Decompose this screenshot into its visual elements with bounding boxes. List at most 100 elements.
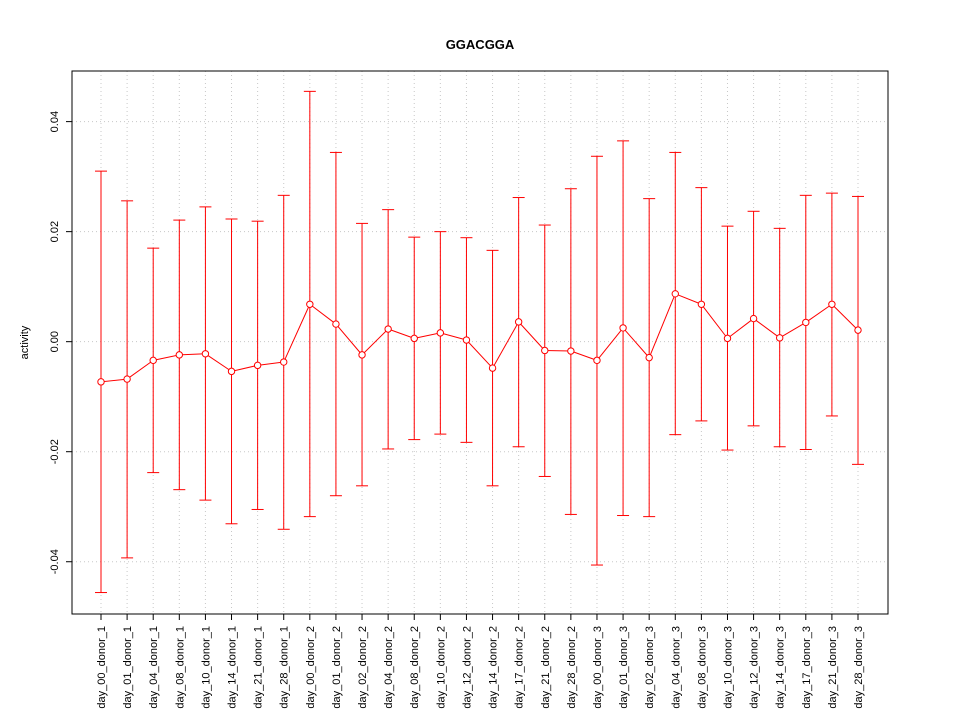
data-point xyxy=(436,329,445,337)
series-segment xyxy=(126,359,154,380)
series-segment xyxy=(700,303,728,339)
x-tick-label: day_28_donor_3 xyxy=(853,626,865,709)
x-tick-label: day_10_donor_2 xyxy=(435,626,447,709)
x-tick-label: day_04_donor_1 xyxy=(148,626,160,709)
data-point xyxy=(671,290,679,298)
x-tick-label: day_02_donor_3 xyxy=(644,626,656,709)
series-segment xyxy=(361,328,389,356)
data-point xyxy=(541,346,549,355)
series-segment xyxy=(309,303,337,325)
data-point xyxy=(253,361,262,370)
x-axis: day_00_donor_1 day_01_donor_1 day_04_donor… xyxy=(96,614,865,709)
data-point xyxy=(306,300,314,308)
data-point xyxy=(280,358,288,366)
x-tick-label: day_08_donor_1 xyxy=(174,626,186,709)
data-point xyxy=(201,350,210,358)
y-tick-label: -0.04 xyxy=(49,549,61,574)
x-tick-label: day_01_donor_3 xyxy=(618,626,630,709)
y-tick-label: -0.02 xyxy=(49,439,61,464)
series-segment xyxy=(544,349,571,352)
series-segment xyxy=(492,321,520,369)
y-axis-label: activity xyxy=(19,325,31,359)
data-point xyxy=(227,367,236,376)
y-tick-label: 0.02 xyxy=(49,221,61,242)
data-point xyxy=(514,318,523,326)
series-segment xyxy=(387,328,415,339)
data-point xyxy=(358,351,366,359)
series-segment xyxy=(153,354,180,361)
series-segment xyxy=(466,339,493,369)
series-segment xyxy=(179,353,206,356)
x-tick-label: day_17_donor_3 xyxy=(801,626,813,709)
x-tick-label: day_00_donor_3 xyxy=(592,626,604,709)
x-tick-label: day_14_donor_2 xyxy=(488,626,500,709)
data-point xyxy=(175,351,184,359)
series-segment xyxy=(335,323,363,356)
data-point xyxy=(802,318,810,327)
data-point xyxy=(775,334,784,342)
x-tick-label: day_01_donor_1 xyxy=(122,626,134,709)
series-activity xyxy=(95,90,864,594)
data-point xyxy=(619,324,627,332)
x-tick-label: day_04_donor_3 xyxy=(670,626,682,709)
series-segment xyxy=(779,321,807,339)
data-point xyxy=(749,314,758,323)
series-segment xyxy=(831,303,859,331)
x-tick-label: day_21_donor_3 xyxy=(827,626,839,709)
series-segment xyxy=(570,350,598,361)
data-point xyxy=(410,334,418,343)
x-tick-label: day_12_donor_2 xyxy=(461,626,473,709)
x-tick-label: day_12_donor_3 xyxy=(749,626,761,709)
series-segment xyxy=(518,321,546,351)
x-tick-label: day_02_donor_2 xyxy=(357,626,369,709)
data-point xyxy=(854,326,862,334)
series-segment xyxy=(414,332,441,339)
data-point xyxy=(645,353,653,362)
series-segment xyxy=(596,327,624,361)
series-segment xyxy=(283,304,311,363)
y-tick-label: 0.04 xyxy=(49,111,61,132)
x-tick-label: day_21_donor_1 xyxy=(253,626,265,709)
plot-frame xyxy=(71,70,889,615)
y-axis: -0.04 -0.02 0.00 0.02 0.04 xyxy=(49,111,72,574)
data-point xyxy=(723,334,732,343)
series-segment xyxy=(648,293,676,358)
data-point xyxy=(828,300,836,308)
x-tick-label: day_14_donor_3 xyxy=(775,626,787,709)
series-segment xyxy=(100,378,128,383)
series-segment xyxy=(257,361,284,366)
data-point xyxy=(488,364,497,372)
data-point xyxy=(567,347,575,355)
x-tick-label: day_10_donor_3 xyxy=(722,626,734,709)
series-segment xyxy=(622,327,650,358)
data-point xyxy=(97,378,105,386)
x-tick-label: day_28_donor_2 xyxy=(566,626,578,709)
x-tick-label: day_28_donor_1 xyxy=(279,626,291,709)
x-tick-label: day_00_donor_2 xyxy=(305,626,317,709)
x-tick-label: day_01_donor_2 xyxy=(331,626,343,709)
series-segment xyxy=(753,318,780,339)
series-segment xyxy=(440,332,467,341)
series-segment xyxy=(205,353,232,372)
data-point xyxy=(123,375,131,383)
data-point xyxy=(462,336,471,344)
series-segment xyxy=(727,318,754,339)
chart-title: GGACGGA xyxy=(446,37,515,52)
x-tick-label: day_17_donor_2 xyxy=(514,626,526,709)
x-tick-label: day_04_donor_2 xyxy=(383,626,395,709)
data-point xyxy=(149,356,157,365)
series-segment xyxy=(805,303,833,323)
series-segment xyxy=(231,364,258,372)
y-tick-label: 0.00 xyxy=(49,331,61,352)
x-tick-label: day_10_donor_1 xyxy=(200,626,212,709)
x-tick-label: day_21_donor_2 xyxy=(540,626,552,709)
x-tick-label: day_14_donor_1 xyxy=(227,626,239,709)
data-point xyxy=(332,320,340,328)
series-segment xyxy=(675,293,702,305)
x-tick-label: day_08_donor_3 xyxy=(696,626,708,709)
data-point xyxy=(593,356,601,365)
x-tick-label: day_08_donor_2 xyxy=(409,626,421,709)
data-point xyxy=(384,325,392,333)
grid xyxy=(72,71,888,614)
